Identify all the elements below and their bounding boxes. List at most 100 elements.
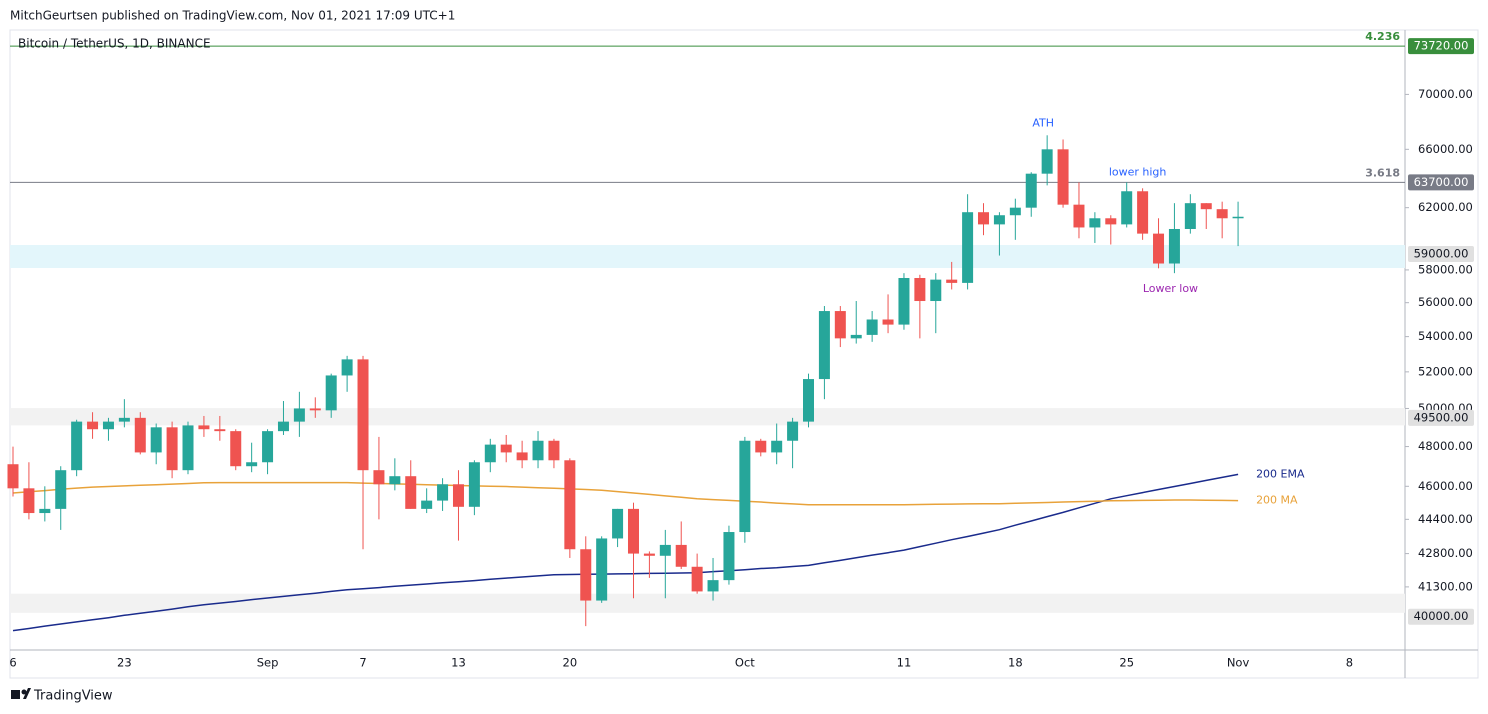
level-price-box	[1408, 174, 1474, 191]
x-tick-label: 18	[1008, 656, 1023, 670]
y-tick-label: 70000.00	[1418, 87, 1473, 101]
publisher-note: MitchGeurtsen published on TradingView.c…	[10, 9, 455, 23]
zone-price-label: 59000.00	[1414, 246, 1469, 260]
candle-body	[978, 212, 990, 225]
candle-body	[962, 212, 974, 283]
candle-body	[357, 359, 369, 471]
y-tick-label: 54000.00	[1418, 329, 1473, 343]
candle-body	[834, 311, 846, 339]
level-ratio: 3.618	[1365, 166, 1400, 179]
candle-body	[150, 427, 162, 453]
zone-price-label: 40000.00	[1414, 609, 1469, 623]
moving-average-line	[12, 481, 1239, 506]
candle-body	[55, 470, 67, 509]
y-tick-label: 48000.00	[1418, 439, 1473, 453]
series-label: 200 EMA	[1256, 467, 1305, 480]
candle-body	[1200, 203, 1212, 210]
candle-body	[437, 484, 449, 501]
candle-body	[596, 538, 608, 601]
candle-body	[134, 417, 146, 453]
candle-body	[166, 427, 178, 471]
chart-frame	[9, 29, 1479, 679]
candle-body	[803, 379, 814, 422]
y-tick-label: 66000.00	[1418, 142, 1473, 156]
candle-body	[198, 425, 210, 430]
candle-body	[373, 470, 385, 485]
candle-body	[1105, 218, 1117, 225]
candle-body	[500, 444, 512, 453]
candle-body	[1025, 173, 1037, 208]
brand-name: TradingView	[33, 689, 113, 704]
candle-body	[516, 452, 528, 461]
candle-body	[659, 544, 671, 556]
candle-body	[102, 421, 114, 430]
candle-body	[325, 375, 337, 411]
candle-body	[405, 476, 417, 509]
candle-body	[882, 319, 894, 325]
y-tick-label: 62000.00	[1418, 200, 1473, 214]
zone	[10, 244, 1405, 268]
y-tick-label: 58000.00	[1418, 262, 1473, 276]
x-tick-label: Nov	[1227, 656, 1250, 670]
candle-body	[707, 580, 719, 592]
candle-body	[1089, 218, 1101, 228]
candle-body	[532, 440, 544, 461]
candle-body	[627, 508, 639, 554]
x-tick-label: 23	[117, 656, 132, 670]
candle-body	[293, 408, 305, 422]
x-tick-label: 13	[451, 656, 466, 670]
candle-body	[771, 440, 783, 453]
zone-price-box	[1408, 245, 1474, 262]
candle-body	[262, 431, 274, 463]
candle-body	[564, 460, 576, 550]
y-tick-label: 41300.00	[1418, 579, 1473, 593]
candle-body	[850, 334, 862, 339]
candle-body	[787, 421, 799, 441]
candle-body	[580, 549, 592, 601]
y-tick-label: 52000.00	[1418, 364, 1473, 378]
candle-body	[866, 319, 878, 335]
candle-body	[421, 500, 433, 509]
candle-body	[1153, 233, 1165, 264]
candle-body	[1041, 149, 1053, 174]
candle-body	[71, 421, 83, 471]
x-tick-label: Sep	[257, 656, 279, 670]
candle-body	[309, 408, 321, 411]
candle-body	[452, 484, 464, 507]
candle-body	[1184, 203, 1196, 229]
x-tick-label: 11	[897, 656, 912, 670]
x-tick-label: 7	[359, 656, 366, 670]
y-tick-label: 44400.00	[1418, 512, 1473, 526]
x-tick-label: 25	[1119, 656, 1134, 670]
candle-body	[118, 417, 130, 422]
candle-body	[930, 279, 942, 302]
candle-body	[468, 462, 480, 507]
candle-body	[818, 311, 830, 380]
candle-body	[1137, 191, 1149, 234]
series-label: 200 MA	[1256, 494, 1298, 507]
candle-body	[214, 429, 226, 432]
annotation: ATH	[1032, 116, 1054, 129]
candle-body	[643, 553, 655, 556]
annotation: Lower low	[1143, 282, 1198, 295]
x-tick-label: 20	[563, 656, 578, 670]
candle-body	[23, 488, 35, 514]
candle-body	[723, 532, 735, 581]
candle-body	[39, 508, 51, 514]
candle-body	[277, 421, 289, 432]
level-price-box	[1408, 38, 1474, 55]
candle-body	[1216, 209, 1228, 219]
zone-price-box	[1408, 409, 1474, 426]
zone-price-box	[1408, 608, 1474, 625]
level-price-label: 63700.00	[1414, 175, 1469, 189]
candle-body	[739, 440, 751, 533]
candle-body	[946, 279, 958, 283]
candle-body	[230, 431, 242, 467]
annotation: lower high	[1109, 165, 1167, 178]
candle-body	[1168, 228, 1180, 264]
symbol-title: Bitcoin / TetherUS, 1D, BINANCE	[18, 37, 211, 51]
candle-body	[548, 440, 560, 461]
candle-body	[1121, 191, 1133, 225]
moving-average-line	[12, 473, 1239, 632]
